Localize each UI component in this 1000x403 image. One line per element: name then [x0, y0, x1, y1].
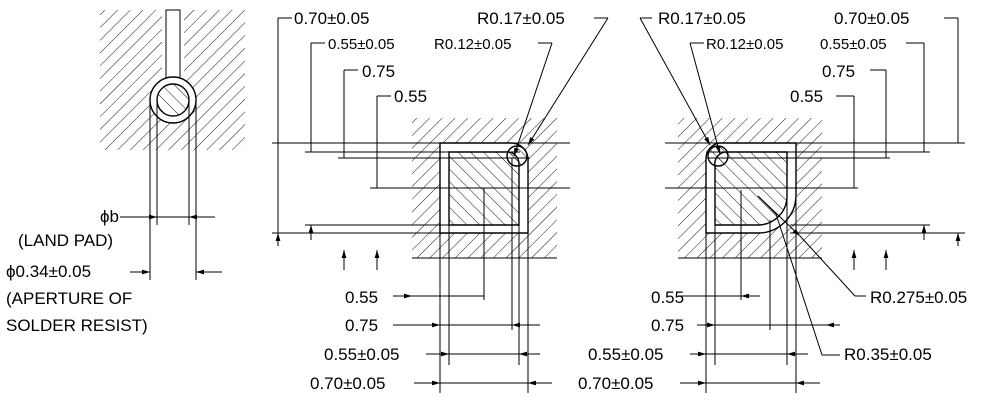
- right-top-075: 0.75: [822, 62, 855, 81]
- mid-bot-070tol: 0.70±0.05: [310, 374, 386, 393]
- left-land-pad: [157, 84, 189, 116]
- aperture-note-2: SOLDER RESIST): [6, 316, 148, 335]
- aperture-dim: ϕ0.34±0.05: [6, 262, 91, 281]
- right-r0275: R0.275±0.05: [870, 288, 967, 307]
- right-bot-055tol: 0.55±0.05: [588, 345, 664, 364]
- right-r017: R0.17±0.05: [658, 9, 746, 28]
- mid-r012: R0.12±0.05: [434, 36, 511, 53]
- middle-view: 0.70±0.05 0.55±0.05 0.75 0.55 R0.17±0.05…: [272, 9, 608, 393]
- left-trace-gap: [162, 10, 184, 80]
- right-r035: R0.35±0.05: [844, 345, 932, 364]
- mid-top-055tol: 0.55±0.05: [328, 36, 395, 53]
- right-top-070: 0.70±0.05: [834, 9, 910, 28]
- right-bot-075: 0.75: [651, 316, 684, 335]
- left-view: ϕb (LAND PAD) ϕ0.34±0.05 (APERTURE OF SO…: [6, 10, 245, 335]
- right-top-055tol: 0.55±0.05: [820, 36, 887, 53]
- mid-top-055: 0.55: [394, 87, 427, 106]
- right-top-055: 0.55: [790, 87, 823, 106]
- right-bot-070tol: 0.70±0.05: [578, 374, 654, 393]
- right-bot-055: 0.55: [651, 288, 684, 307]
- land-pad-label: (LAND PAD): [18, 231, 113, 250]
- mid-top-075: 0.75: [362, 62, 395, 81]
- mid-r017: R0.17±0.05: [477, 9, 565, 28]
- mid-bot-055: 0.55: [345, 288, 378, 307]
- right-view: 0.70±0.05 0.55±0.05 0.75 0.55 R0.17±0.05…: [578, 9, 967, 393]
- phi-b-label: ϕb: [100, 207, 119, 226]
- right-r012: R0.12±0.05: [706, 36, 783, 53]
- aperture-note-1: (APERTURE OF: [6, 289, 132, 308]
- mid-bot-055tol: 0.55±0.05: [324, 345, 400, 364]
- mid-top-070: 0.70±0.05: [294, 9, 370, 28]
- mid-bot-075: 0.75: [345, 316, 378, 335]
